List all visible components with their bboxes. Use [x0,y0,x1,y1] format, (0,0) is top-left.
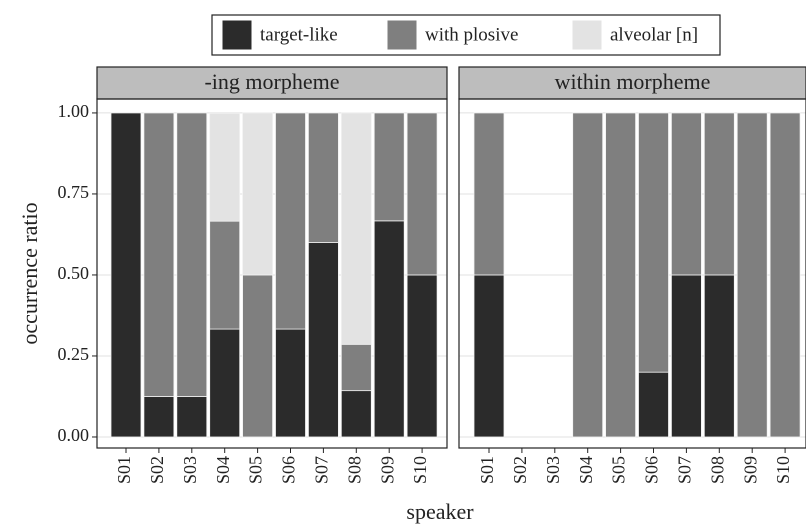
legend-label: alveolar [n] [610,24,698,45]
bar-segment [406,274,438,438]
y-tick-label: 0.00 [58,425,90,445]
bar-segment [176,396,208,438]
x-tick-label: S01 [114,456,134,484]
bar-segment [209,328,241,438]
x-tick-label: S01 [477,456,497,484]
y-axis-label: occurrence ratio [17,202,42,344]
x-tick-label: S05 [246,456,266,484]
x-tick-label: S03 [543,456,563,484]
bar-segment [340,390,372,438]
bar-segment [275,328,306,438]
legend-label: target-like [260,24,338,45]
bar-segment [209,220,241,330]
x-tick-label: S10 [773,456,793,484]
bar-segment [605,112,636,438]
panel-border [96,98,448,449]
bar-segment [373,112,405,222]
bar-segment [572,112,604,438]
bar-segment [110,112,142,438]
legend-key [386,19,418,51]
x-tick-label: S07 [675,456,695,484]
facet-title: -ing morpheme [204,69,339,94]
facet-strip [458,66,806,100]
bar-segment [406,112,438,276]
y-tick-label: 0.25 [58,344,90,364]
bar-segment [307,242,339,438]
x-tick-label: S05 [609,456,629,484]
bar-segment [176,112,208,397]
bar-segment [703,274,735,438]
x-tick-label: S04 [213,456,233,484]
x-tick-label: S07 [312,456,332,484]
x-tick-label: S09 [740,456,760,484]
legend-label: with plosive [425,24,518,45]
bar-segment [671,112,702,276]
x-tick-label: S09 [377,456,397,484]
bar-segment [703,112,735,276]
bar-segment [209,112,241,222]
x-tick-label: S02 [510,456,530,484]
bar-segment [242,274,274,438]
x-tick-label: S08 [707,456,727,484]
bar-segment [638,112,669,373]
bar-segment [473,112,505,276]
x-axis-label: speaker [406,499,474,524]
bar-segment [242,112,274,276]
bar-segment [307,112,339,243]
x-tick-label: S06 [279,456,299,484]
panel-border [458,98,806,449]
legend-box [211,14,721,56]
x-tick-label: S02 [147,456,167,484]
bar-segment [143,396,175,438]
y-tick-label: 1.00 [58,101,90,121]
y-tick-label: 0.75 [58,182,90,202]
x-tick-label: S03 [180,456,200,484]
x-tick-label: S06 [642,456,662,484]
facet-title: within morpheme [555,69,711,94]
x-tick-label: S04 [576,456,596,484]
bar-segment [736,112,768,438]
x-tick-label: S08 [344,456,364,484]
bar-segment [340,343,372,392]
bar-segment [769,112,801,438]
x-tick-label: S10 [410,456,430,484]
legend-key [221,19,253,51]
bar-segment [671,274,702,438]
bar-segment [638,371,669,438]
legend-key [571,19,603,51]
y-tick-label: 0.50 [58,263,90,283]
bar-segment [473,274,505,438]
bar-segment [143,112,175,397]
facet-strip [96,66,448,100]
bar-segment [340,112,372,345]
bar-segment [373,220,405,438]
bar-segment [275,112,306,330]
